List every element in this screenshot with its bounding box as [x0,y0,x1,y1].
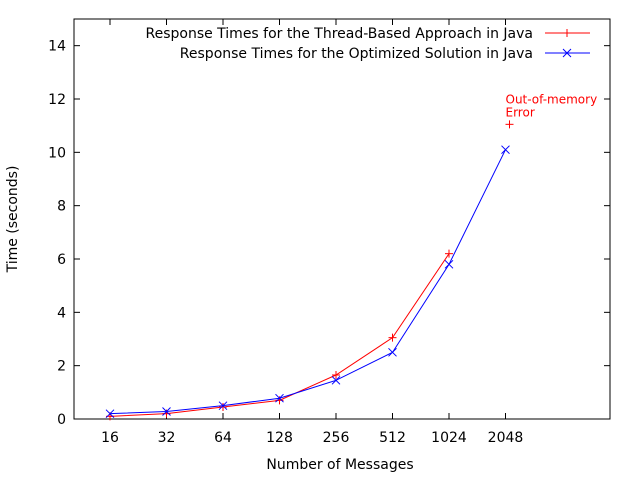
marker-stroke-d2 [444,259,454,269]
series-2-point [444,259,454,269]
x-tick-label: 32 [158,430,176,446]
x-tick-label: 256 [323,430,350,446]
marker-stroke-d2 [331,375,341,385]
x-tick-label: 512 [379,430,406,446]
annotation-text: Error [506,105,535,119]
series-2-point [218,401,228,411]
legend-label: Response Times for the Thread-Based Appr… [145,26,533,42]
series-1-point [219,403,227,411]
y-axis-ticks: 0 2 4 6 8 10 12 14 [48,39,610,428]
legend: Response Times for the Thread-Based Appr… [145,26,590,62]
x-tick-label: 64 [214,430,232,446]
marker-stroke-d2 [218,401,228,411]
marker-stroke-d2 [275,393,284,403]
annotation-marker [505,120,514,129]
series-line-1 [109,253,450,417]
x-tick-label: 2048 [488,430,524,446]
y-tick-label: 4 [57,305,66,321]
marker-stroke-d2 [388,347,397,357]
y-tick-label: 12 [48,92,66,108]
annotation-text: Out-of-memory [506,92,598,106]
y-tick-label: 8 [57,199,66,215]
y-tick-label: 6 [57,252,66,268]
x-tick-label: 1024 [431,430,467,446]
series-2-point [105,409,115,419]
series-2-point [388,347,397,357]
legend-marker [563,29,571,37]
y-tick-label: 0 [57,412,66,428]
y-tick-label: 14 [48,39,66,55]
series-2-point [275,393,284,403]
series-1-point [332,371,340,379]
series-2-point [501,145,510,155]
y-axis-label: Time (seconds) [5,166,21,274]
series-2-point [162,407,171,416]
x-tick-label: 128 [266,430,293,446]
series-2-point [331,375,341,385]
series-1-point [445,249,453,258]
marker-stroke-d2 [162,407,171,416]
series-layer [105,145,510,421]
legend-label: Response Times for the Optimized Solutio… [180,46,533,62]
series-1-point [388,333,397,342]
marker-stroke-d2 [562,48,572,58]
y-tick-label: 2 [57,359,66,375]
series-line-2 [109,149,506,415]
y-tick-label: 10 [48,145,66,161]
marker-stroke-d2 [105,409,115,419]
legend-marker [562,48,572,58]
plot-frame [73,18,611,420]
x-axis-label: Number of Messages [266,457,413,473]
x-axis-ticks: 16 32 64 128 256 512 1024 2048 [101,19,523,446]
x-tick-label: 16 [101,430,119,446]
marker-stroke-d2 [501,145,510,155]
